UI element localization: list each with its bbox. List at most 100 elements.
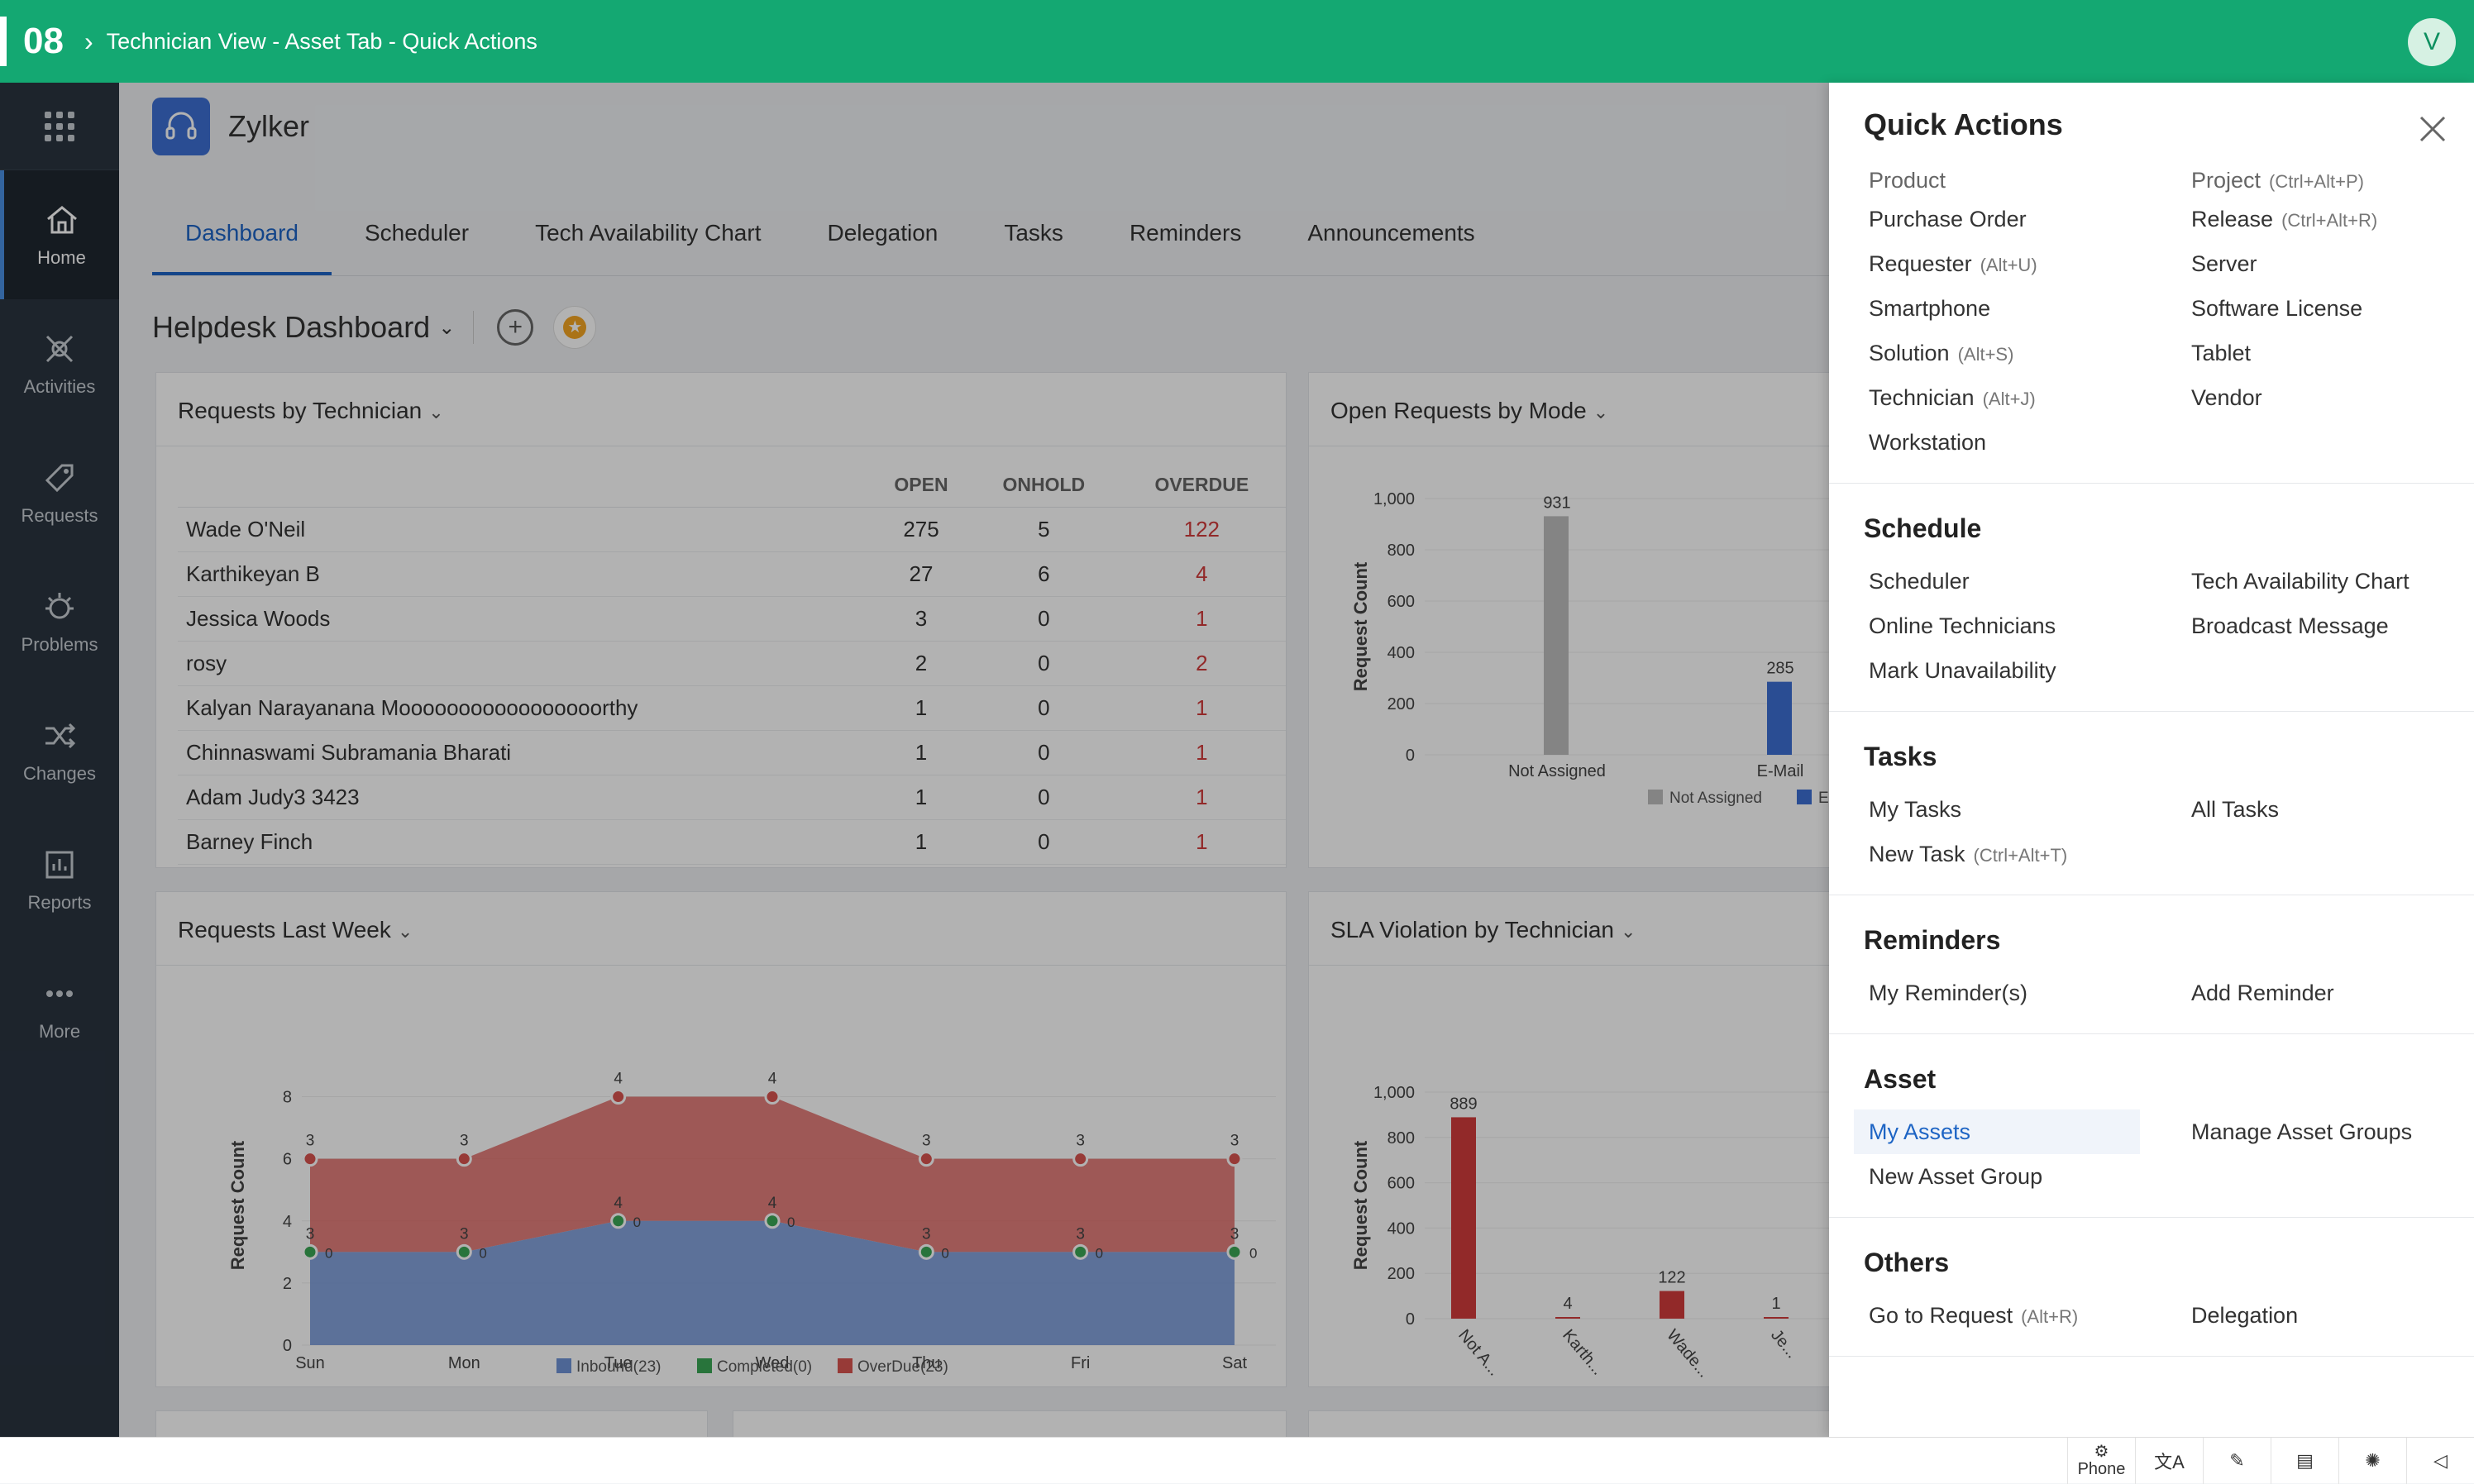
count-cell[interactable]: 0 (970, 775, 1118, 820)
count-cell[interactable]: 1 (872, 730, 971, 775)
quick-action-server[interactable]: Server (2152, 241, 2474, 286)
quick-action-product[interactable]: Product (1829, 172, 2152, 197)
tab-tech-availability-chart[interactable]: Tech Availability Chart (535, 220, 762, 246)
nav-item-requests[interactable]: Requests (0, 428, 119, 557)
card-title[interactable]: Requests Last Week ⌄ (178, 917, 413, 942)
quick-action-my-assets[interactable]: My Assets (1854, 1109, 2140, 1154)
close-icon[interactable] (2416, 112, 2449, 146)
nav-item-home[interactable]: Home (0, 170, 119, 299)
quick-action-workstation[interactable]: Workstation (1829, 420, 2152, 465)
apps-launcher[interactable] (0, 83, 119, 170)
quick-action-solution[interactable]: Solution (Alt+S) (1829, 331, 2152, 375)
nav-item-activities[interactable]: Activities (0, 299, 119, 428)
quick-action-smartphone[interactable]: Smartphone (1829, 286, 2152, 331)
count-cell[interactable]: 0 (970, 641, 1118, 686)
quick-action-tech-availability-chart[interactable]: Tech Availability Chart (2152, 559, 2474, 604)
overdue-point[interactable] (456, 1151, 472, 1167)
table-row[interactable]: Wade O'Neil 275 5 122 (178, 507, 1286, 552)
quick-action-tablet[interactable]: Tablet (2152, 331, 2474, 375)
tab-dashboard[interactable]: Dashboard (152, 190, 332, 275)
overdue-point[interactable] (918, 1151, 934, 1167)
avatar[interactable]: V (2408, 18, 2456, 66)
bar[interactable] (1764, 1317, 1789, 1319)
overdue-point[interactable] (1226, 1151, 1243, 1167)
count-cell[interactable]: 1 (1117, 596, 1286, 642)
nav-item-more[interactable]: More (0, 944, 119, 1073)
quick-action-manage-asset-groups[interactable]: Manage Asset Groups (2152, 1109, 2474, 1154)
count-cell[interactable]: 0 (970, 685, 1118, 731)
tab-announcements[interactable]: Announcements (1307, 220, 1475, 246)
table-row[interactable]: Kalyan Narayanana Mooooooooooooooooorthy… (178, 685, 1286, 731)
count-cell[interactable]: 1 (1117, 730, 1286, 775)
legend-entry[interactable]: Inbound(23) (576, 1358, 661, 1376)
count-cell[interactable]: 4 (1117, 551, 1286, 597)
card-title[interactable]: Open Requests by Mode ⌄ (1330, 398, 1609, 423)
count-cell[interactable]: 2 (1117, 641, 1286, 686)
count-cell[interactable]: 1 (1117, 685, 1286, 731)
table-row[interactable]: rosy 2 0 2 (178, 641, 1286, 686)
legend-entry[interactable]: Completed(0) (717, 1358, 812, 1376)
favorite-button[interactable]: ★ (553, 306, 597, 349)
ideas-button[interactable]: ✺ (2338, 1438, 2406, 1484)
count-cell[interactable]: 1 (872, 819, 971, 865)
inbound-point[interactable] (764, 1213, 781, 1229)
bar[interactable] (1544, 516, 1569, 755)
quick-action-software-license[interactable]: Software License (2152, 286, 2474, 331)
legend-entry[interactable]: Not Assigned (1669, 790, 1762, 807)
count-cell[interactable]: 0 (970, 819, 1118, 865)
tab-scheduler[interactable]: Scheduler (364, 220, 470, 246)
table-row[interactable]: Karthikeyan B 27 6 4 (178, 551, 1286, 597)
inbound-point[interactable] (302, 1243, 318, 1260)
quick-action-go-to-request[interactable]: Go to Request (Alt+R) (1829, 1293, 2152, 1338)
overdue-point[interactable] (610, 1089, 627, 1105)
table-row[interactable]: Barney Finch 1 0 1 (178, 819, 1286, 865)
card-title[interactable]: Requests by Technician ⌄ (178, 398, 444, 423)
quick-action-mark-unavailability[interactable]: Mark Unavailability (1829, 648, 2152, 693)
overdue-point[interactable] (764, 1089, 781, 1105)
chat-button[interactable]: ▤ (2271, 1438, 2338, 1484)
nav-item-reports[interactable]: Reports (0, 815, 119, 944)
dashboard-selector[interactable]: Helpdesk Dashboard ⌄ + ★ (152, 306, 597, 349)
quick-action-project[interactable]: Project (Ctrl+Alt+P) (2152, 172, 2474, 197)
bar[interactable] (1660, 1291, 1684, 1319)
quick-action-purchase-order[interactable]: Purchase Order (1829, 197, 2152, 241)
bar[interactable] (1451, 1117, 1476, 1319)
count-cell[interactable]: 122 (1117, 507, 1286, 552)
count-cell[interactable]: 1 (872, 775, 971, 820)
quick-action-online-technicians[interactable]: Online Technicians (1829, 604, 2152, 648)
legend-entry[interactable]: OverDue(23) (857, 1358, 948, 1376)
count-cell[interactable]: 6 (970, 551, 1118, 597)
quick-action-add-reminder[interactable]: Add Reminder (2152, 971, 2474, 1015)
translate-button[interactable]: 文A (2135, 1438, 2203, 1484)
count-cell[interactable]: 1 (872, 685, 971, 731)
quick-action-my-reminder-s[interactable]: My Reminder(s) (1829, 971, 2152, 1015)
quick-action-requester[interactable]: Requester (Alt+U) (1829, 241, 2152, 286)
quick-action-all-tasks[interactable]: All Tasks (2152, 787, 2474, 832)
inbound-point[interactable] (918, 1243, 934, 1260)
bar[interactable] (1767, 681, 1792, 755)
card-title[interactable]: SLA Violation by Technician ⌄ (1330, 917, 1636, 942)
count-cell[interactable]: 2 (872, 641, 971, 686)
quick-action-new-task[interactable]: New Task (Ctrl+Alt+T) (1829, 832, 2152, 876)
quick-action-vendor[interactable]: Vendor (2152, 375, 2474, 420)
inbound-point[interactable] (610, 1213, 627, 1229)
nav-item-problems[interactable]: Problems (0, 557, 119, 686)
count-cell[interactable]: 0 (970, 596, 1118, 642)
quick-action-my-tasks[interactable]: My Tasks (1829, 787, 2152, 832)
table-row[interactable]: Chinnaswami Subramania Bharati 1 0 1 (178, 730, 1286, 775)
add-widget-button[interactable]: + (497, 309, 534, 346)
tab-tasks[interactable]: Tasks (1004, 220, 1063, 246)
inbound-point[interactable] (1226, 1243, 1243, 1260)
overdue-point[interactable] (302, 1151, 318, 1167)
count-cell[interactable]: 5 (970, 507, 1118, 552)
count-cell[interactable]: 1 (1117, 819, 1286, 865)
tab-reminders[interactable]: Reminders (1129, 220, 1242, 246)
overdue-point[interactable] (1072, 1151, 1089, 1167)
tab-delegation[interactable]: Delegation (827, 220, 938, 246)
bar[interactable] (1555, 1317, 1580, 1319)
notes-button[interactable]: ✎ (2203, 1438, 2271, 1484)
count-cell[interactable]: 275 (872, 507, 971, 552)
count-cell[interactable]: 0 (970, 730, 1118, 775)
inbound-point[interactable] (1072, 1243, 1089, 1260)
count-cell[interactable]: 3 (872, 596, 971, 642)
